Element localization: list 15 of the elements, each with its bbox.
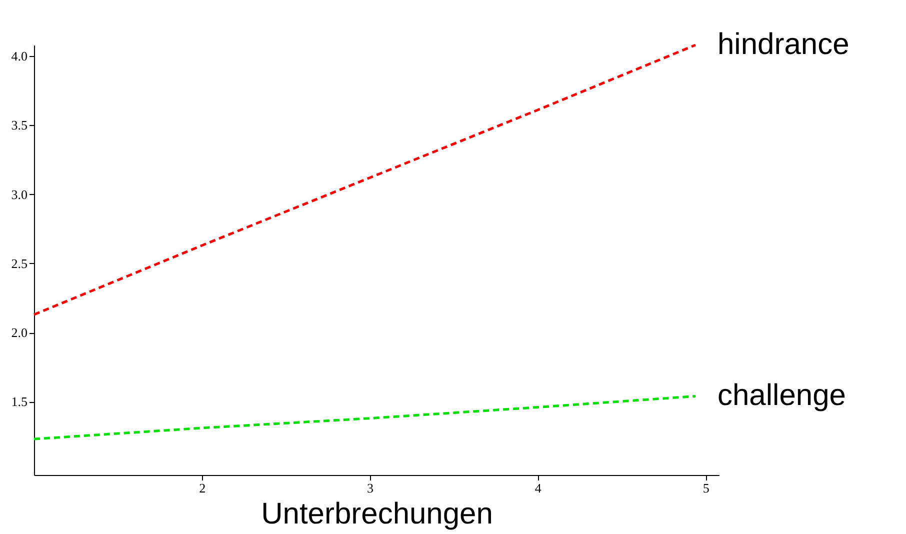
x-tick-label: 5 bbox=[702, 480, 710, 496]
x-tick-label: 4 bbox=[534, 480, 542, 496]
series-label: challenge bbox=[717, 379, 846, 412]
series-label: hindrance bbox=[717, 28, 850, 61]
line-series bbox=[32, 394, 697, 440]
x-tick-label: 2 bbox=[199, 480, 206, 496]
y-tick-label: 2.0 bbox=[11, 325, 28, 340]
y-tick-label: 4.0 bbox=[11, 48, 28, 64]
x-axis-title: Unterbrechungen bbox=[261, 498, 493, 530]
y-tick-label: 1.5 bbox=[11, 394, 28, 410]
line-series bbox=[32, 44, 697, 316]
y-tick-label: 3.0 bbox=[11, 186, 28, 202]
y-tick-label: 2.5 bbox=[11, 256, 28, 271]
y-tick-label: 3.5 bbox=[11, 118, 28, 133]
x-tick-label: 3 bbox=[367, 480, 374, 496]
